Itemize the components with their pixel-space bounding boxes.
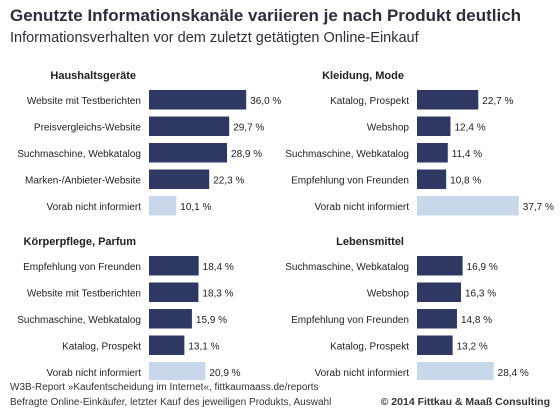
bar — [149, 309, 192, 329]
category-label: Webshop — [367, 288, 410, 299]
data-label: 14,8 % — [461, 315, 492, 326]
bar — [149, 335, 185, 355]
copyright: © 2014 Fittkau & Maaß Consulting — [380, 396, 550, 408]
bar — [417, 256, 463, 276]
data-label: 16,9 % — [467, 262, 498, 273]
category-label: Suchmaschine, Webkatalog — [17, 315, 141, 326]
category-label: Katalog, Prospekt — [62, 341, 141, 352]
data-label: 10,8 % — [450, 175, 481, 186]
category-label: Marken-/Anbieter-Website — [25, 175, 141, 186]
category-label: Website mit Testberichten — [27, 96, 141, 107]
bar — [417, 362, 494, 380]
data-label: 36,0 % — [250, 96, 281, 107]
page-subtitle: Informationsverhalten vor dem zuletzt ge… — [10, 30, 419, 46]
source-line-2: Befragte Online-Einkäufer, letzter Kauf … — [10, 397, 332, 408]
data-label: 18,3 % — [202, 288, 233, 299]
data-label: 13,1 % — [188, 341, 219, 352]
bar — [417, 143, 448, 163]
category-label: Vorab nicht informiert — [315, 202, 410, 213]
panel-title: Lebensmittel — [336, 236, 404, 248]
data-label: 29,7 % — [233, 122, 264, 133]
category-label: Suchmaschine, Webkatalog — [17, 149, 141, 160]
page-title: Genutzte Informationskanäle variieren je… — [10, 6, 522, 25]
bar — [149, 143, 228, 163]
bar — [417, 282, 462, 302]
data-label: 11,4 % — [452, 149, 482, 160]
category-label: Webshop — [367, 122, 410, 133]
data-label: 10,1 % — [180, 202, 211, 213]
category-label: Empfehlung von Freunden — [23, 262, 141, 273]
bar — [417, 116, 451, 136]
category-label: Vorab nicht informiert — [315, 368, 410, 379]
category-label: Katalog, Prospekt — [330, 341, 409, 352]
bar — [149, 196, 177, 216]
category-label: Suchmaschine, Webkatalog — [285, 262, 409, 273]
bar — [149, 169, 210, 189]
panel-title: Körperpflege, Parfum — [24, 236, 137, 248]
category-label: Vorab nicht informiert — [47, 368, 142, 379]
source-note: W3B-Report »Kaufentscheidung im Internet… — [10, 380, 331, 410]
data-label: 37,7 % — [523, 202, 554, 213]
category-label: Suchmaschine, Webkatalog — [285, 149, 409, 160]
category-label: Katalog, Prospekt — [330, 96, 409, 107]
category-label: Website mit Testberichten — [27, 288, 141, 299]
data-label: 22,7 % — [482, 96, 513, 107]
data-label: 15,9 % — [196, 315, 227, 326]
bar — [417, 309, 457, 329]
bar — [149, 362, 206, 380]
data-label: 28,9 % — [231, 149, 262, 160]
bar — [417, 335, 453, 355]
bar — [149, 282, 199, 302]
category-label: Empfehlung von Freunden — [291, 175, 409, 186]
category-label: Preisvergleichs-Website — [34, 122, 142, 133]
panel-title: Haushaltsgeräte — [50, 70, 136, 82]
data-label: 13,2 % — [457, 341, 488, 352]
panel-title: Kleidung, Mode — [322, 70, 404, 82]
bar — [417, 90, 479, 110]
data-label: 22,3 % — [213, 175, 244, 186]
data-label: 18,4 % — [203, 262, 234, 273]
bar — [149, 256, 199, 276]
bar — [149, 90, 247, 110]
data-label: 16,3 % — [465, 288, 496, 299]
bar — [149, 116, 230, 136]
bar — [417, 196, 519, 216]
source-line-1: W3B-Report »Kaufentscheidung im Internet… — [10, 382, 319, 393]
data-label: 28,4 % — [498, 368, 529, 379]
category-label: Empfehlung von Freunden — [291, 315, 409, 326]
charts-panel: Haushaltsgeräte Website mit Testberichten… — [17, 70, 554, 380]
bar — [417, 169, 447, 189]
category-label: Vorab nicht informiert — [47, 202, 142, 213]
data-label: 20,9 % — [209, 368, 240, 379]
data-label: 12,4 % — [454, 122, 485, 133]
